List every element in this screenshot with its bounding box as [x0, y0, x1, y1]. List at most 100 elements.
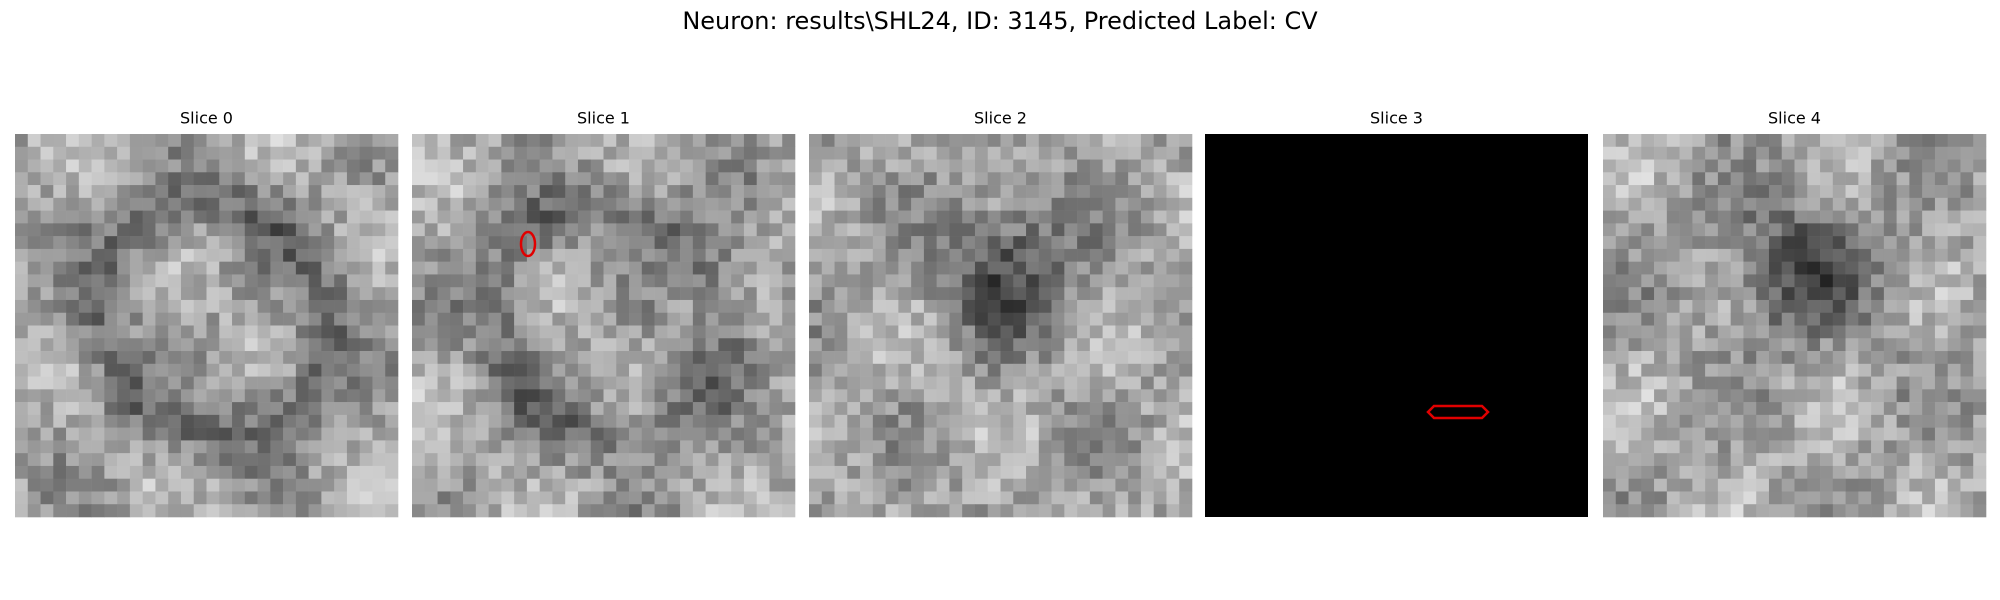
pixel [911, 402, 925, 416]
pixel [1641, 197, 1655, 211]
pixel [155, 440, 169, 454]
pixel [860, 197, 874, 211]
pixel [385, 414, 399, 428]
pixel [1654, 185, 1668, 199]
pixel [1947, 172, 1961, 186]
pixel [53, 351, 67, 365]
pixel [885, 440, 899, 454]
pixel [1051, 172, 1065, 186]
pixel [821, 504, 835, 518]
pixel [1794, 248, 1808, 262]
pixel [1922, 491, 1936, 505]
pixel [244, 453, 258, 467]
pixel [577, 134, 592, 148]
pixel [603, 236, 617, 250]
pixel [15, 312, 29, 326]
pixel [1717, 402, 1731, 416]
pixel [769, 185, 783, 199]
pixel [936, 325, 950, 339]
pixel [641, 427, 655, 441]
pixel [974, 248, 989, 262]
pixel [501, 261, 515, 275]
pixel [1960, 389, 1974, 403]
pixel [295, 210, 309, 224]
pixel [1140, 172, 1154, 186]
pixel [359, 134, 373, 148]
pixel [1781, 465, 1795, 479]
pixel [718, 248, 732, 262]
pixel [705, 197, 719, 211]
pixel [244, 440, 258, 454]
pixel [1794, 134, 1808, 148]
pixel [475, 210, 489, 224]
pixel [923, 325, 937, 339]
pixel [1128, 491, 1142, 505]
pixel [1654, 363, 1668, 377]
pixel [1603, 274, 1617, 288]
pixel [15, 338, 29, 352]
pixel [654, 312, 668, 326]
slice-image [1603, 134, 1987, 518]
pixel [1115, 427, 1129, 441]
pixel [1871, 453, 1885, 467]
pixel [782, 185, 796, 199]
pixel [539, 504, 553, 518]
pixel [577, 197, 592, 211]
pixel [1077, 248, 1091, 262]
pixel [91, 287, 105, 301]
pixel [1794, 159, 1808, 173]
pixel [974, 427, 989, 441]
pixel [334, 261, 348, 275]
pixel [987, 159, 1001, 173]
pixel [885, 159, 899, 173]
pixel [769, 172, 783, 186]
pixel [1615, 338, 1629, 352]
pixel [577, 478, 592, 492]
pixel [1743, 197, 1757, 211]
pixel [616, 210, 630, 224]
pixel [1973, 274, 1987, 288]
pixel [488, 325, 502, 339]
pixel [1947, 389, 1961, 403]
pixel [577, 223, 592, 237]
pixel [1934, 440, 1948, 454]
pixel [308, 274, 322, 288]
pixel [257, 414, 271, 428]
pixel [654, 223, 668, 237]
pixel [1743, 389, 1757, 403]
pixel [782, 134, 796, 148]
pixel [40, 299, 54, 314]
pixel [1743, 261, 1757, 275]
pixel [1871, 159, 1885, 173]
pixel [962, 389, 976, 403]
pixel [142, 465, 156, 479]
pixel [1140, 210, 1154, 224]
pixel [936, 491, 950, 505]
pixel [346, 146, 360, 160]
pixel [539, 414, 553, 428]
pixel [1909, 223, 1923, 237]
pixel [1781, 274, 1795, 288]
pixel [949, 376, 963, 390]
pixel [1603, 453, 1617, 467]
pixel [1179, 338, 1193, 352]
pixel [193, 236, 207, 250]
pixel [1102, 134, 1116, 148]
pixel [898, 185, 912, 199]
pixel [1960, 376, 1974, 390]
pixel [847, 134, 861, 148]
pixel [308, 414, 322, 428]
pixel [1960, 414, 1974, 428]
pixel [1705, 440, 1719, 454]
pixel [1756, 197, 1770, 211]
pixel [1089, 363, 1103, 377]
pixel [1140, 402, 1154, 416]
pixel [756, 414, 770, 428]
pixel [731, 223, 745, 237]
pixel [641, 312, 655, 326]
pixel [244, 197, 258, 211]
pixel [1794, 376, 1808, 390]
slice-title: Slice 2 [974, 109, 1027, 128]
pixel [321, 389, 335, 403]
pixel [321, 159, 335, 173]
